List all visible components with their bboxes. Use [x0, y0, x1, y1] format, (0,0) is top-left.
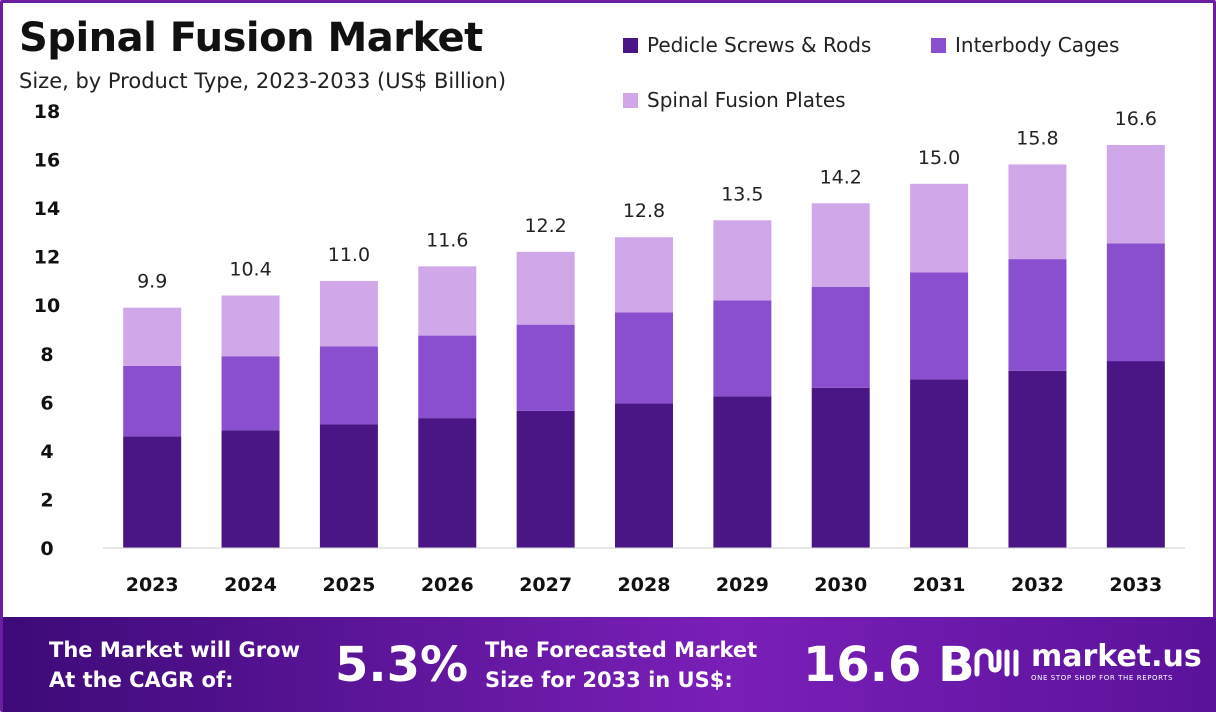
total-value-label-2026: 11.6	[426, 229, 468, 251]
total-value-label-2028: 12.8	[623, 200, 665, 222]
forecast-value: 16.6 B	[803, 637, 975, 693]
bar-segment-pedicle-2023	[123, 436, 182, 548]
bar-segment-pedicle-2028	[615, 403, 673, 548]
bar-segment-plates-2026	[418, 266, 477, 336]
total-value-label-2027: 12.2	[524, 215, 566, 237]
legend-swatch-interbody	[931, 37, 946, 53]
x-tick-label-2027: 2027	[519, 574, 572, 596]
bar-segment-interbody-2027	[516, 324, 575, 411]
legend-label-pedicle: Pedicle Screws & Rods	[647, 33, 872, 57]
bar-segment-interbody-2032	[1008, 259, 1067, 371]
y-tick-label: 10	[34, 295, 60, 317]
brand-logo: market.us ONE STOP SHOP FOR THE REPORTS	[971, 641, 1202, 683]
total-value-label-2025: 11.0	[328, 244, 370, 266]
bar-segment-interbody-2026	[418, 335, 477, 419]
y-tick-label: 6	[40, 392, 53, 414]
x-tick-label-2030: 2030	[814, 574, 867, 596]
legend: Pedicle Screws & Rods Interbody Cages Sp…	[623, 33, 1203, 123]
bar-segment-interbody-2023	[123, 365, 182, 437]
bar-segment-pedicle-2031	[910, 379, 969, 548]
cagr-value: 5.3%	[335, 637, 469, 693]
x-tick-label-2028: 2028	[618, 574, 671, 596]
bar-segment-pedicle-2029	[713, 396, 772, 548]
bar-segment-plates-2024	[221, 295, 280, 357]
bar-segment-plates-2029	[713, 220, 772, 301]
chart-subtitle: Size, by Product Type, 2023-2033 (US$ Bi…	[19, 69, 507, 93]
bar-segment-plates-2023	[123, 307, 182, 366]
x-tick-label-2023: 2023	[126, 574, 179, 596]
bar-segment-interbody-2031	[910, 272, 969, 380]
brand-tagline: ONE STOP SHOP FOR THE REPORTS	[1031, 674, 1174, 682]
stacked-bar-chart: 0 2 4 6 8 10 12 14 16 18 9.9 2023 10.4 2024 11.0 2025 11…	[34, 101, 1185, 596]
footer-banner: The Market will Grow At the CAGR of: 5.3…	[3, 617, 1216, 712]
bar-segment-interbody-2029	[713, 300, 772, 397]
bar-segment-pedicle-2026	[418, 418, 477, 548]
bar-segment-interbody-2025	[319, 346, 378, 425]
y-tick-label: 16	[34, 150, 60, 172]
bar-segment-pedicle-2030	[811, 387, 870, 548]
bar-segment-pedicle-2027	[516, 410, 575, 548]
legend-label-interbody: Interbody Cages	[955, 33, 1120, 57]
bar-segment-plates-2025	[319, 280, 378, 347]
bar-segment-pedicle-2032	[1008, 370, 1067, 548]
bar-segment-plates-2031	[910, 183, 969, 273]
forecast-label: The Forecasted Market Size for 2033 in U…	[485, 635, 757, 695]
bar-segment-interbody-2033	[1106, 243, 1165, 362]
y-tick-label: 12	[34, 247, 60, 269]
total-value-label-2033: 16.6	[1115, 108, 1157, 130]
x-tick-label-2032: 2032	[1011, 574, 1064, 596]
legend-swatch-pedicle	[623, 37, 638, 53]
y-tick-label: 2	[40, 489, 53, 511]
y-tick-label: 4	[40, 441, 53, 463]
market-us-logo-icon	[974, 648, 1019, 677]
cagr-label: The Market will Grow At the CAGR of:	[49, 635, 300, 695]
cagr-label-line2: At the CAGR of:	[49, 668, 234, 692]
x-tick-label-2029: 2029	[716, 574, 769, 596]
legend-item-pedicle: Pedicle Screws & Rods	[623, 33, 871, 57]
total-value-label-2029: 13.5	[721, 183, 763, 205]
x-tick-label-2031: 2031	[913, 574, 966, 596]
x-tick-label-2024: 2024	[224, 574, 277, 596]
bar-segment-interbody-2030	[811, 287, 870, 388]
bar-segment-pedicle-2024	[221, 430, 280, 548]
forecast-label-line2: Size for 2033 in US$:	[485, 668, 733, 692]
bar-segment-interbody-2028	[615, 312, 673, 404]
bar-segment-plates-2028	[615, 237, 673, 313]
x-tick-label-2026: 2026	[421, 574, 474, 596]
bar-segment-pedicle-2025	[319, 424, 378, 548]
legend-item-plates: Spinal Fusion Plates	[623, 88, 846, 112]
total-value-label-2024: 10.4	[229, 259, 271, 281]
bar-segment-plates-2032	[1008, 164, 1067, 260]
y-tick-label: 18	[34, 101, 60, 123]
legend-swatch-plates	[623, 92, 638, 108]
x-tick-label-2033: 2033	[1109, 574, 1162, 596]
cagr-label-line1: The Market will Grow	[49, 638, 300, 662]
legend-label-plates: Spinal Fusion Plates	[647, 88, 846, 112]
total-value-label-2032: 15.8	[1016, 127, 1058, 149]
total-value-label-2031: 15.0	[918, 147, 960, 169]
x-tick-label-2025: 2025	[322, 574, 375, 596]
total-value-label-2030: 14.2	[820, 166, 862, 188]
bar-segment-plates-2033	[1106, 144, 1165, 244]
legend-item-interbody: Interbody Cages	[931, 33, 1119, 57]
bar-segment-plates-2030	[811, 203, 870, 288]
bar-segment-pedicle-2033	[1106, 361, 1165, 548]
forecast-label-line1: The Forecasted Market	[485, 638, 758, 662]
bar-segment-plates-2027	[516, 251, 575, 325]
chart-title: Spinal Fusion Market	[19, 15, 483, 61]
brand-name: market.us	[1031, 639, 1202, 674]
y-tick-label: 8	[40, 344, 53, 366]
y-tick-label: 14	[34, 198, 60, 220]
y-tick-label: 0	[40, 538, 53, 560]
total-value-label-2023: 9.9	[137, 271, 167, 293]
bar-segment-interbody-2024	[221, 356, 280, 431]
